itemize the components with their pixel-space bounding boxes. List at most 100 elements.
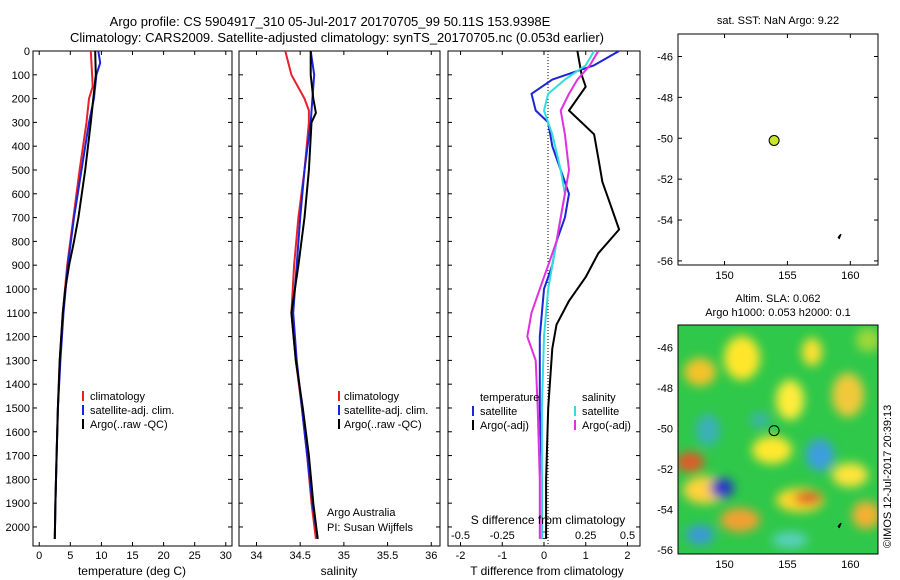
series-line <box>530 50 620 539</box>
y-tick-label: 1100 <box>6 308 30 320</box>
annotation-argo-australia: Argo Australia <box>327 507 396 519</box>
x-tick-label: 0 <box>541 550 547 562</box>
y-tick-label: -52 <box>657 174 673 186</box>
x-tick-label: 30 <box>220 550 232 562</box>
x-tick-label: 34.5 <box>289 550 310 562</box>
legend-label-climatology: climatology <box>90 391 146 403</box>
y-tick-label: -46 <box>657 342 673 354</box>
y-tick-label: 2000 <box>6 522 30 534</box>
legend-swatch-climatology <box>338 391 340 401</box>
y-tick-label: 1200 <box>6 332 30 344</box>
salinity-xlabel: salinity <box>321 564 358 578</box>
x-tick-label: 10 <box>95 550 107 562</box>
x-tick-label: 155 <box>778 270 796 282</box>
sst-map-ticks: 150 155 160 -46 -48 -50 -52 -54 -56 <box>657 34 878 282</box>
x-tick-label: 150 <box>715 270 733 282</box>
y-tick-label: 300 <box>12 117 30 129</box>
y-tick-label: 1800 <box>6 474 30 486</box>
legend-swatch-argo <box>82 419 84 429</box>
difference-legend: temperature satellite Argo(-adj) salinit… <box>472 392 631 432</box>
legend-label-t-argo: Argo(-adj) <box>480 420 529 432</box>
y-tick-label: 700 <box>12 213 30 225</box>
difference-t-xlabel: T difference from climatology <box>470 564 624 578</box>
y-tick-label: -54 <box>657 504 673 516</box>
x-tick-label: 160 <box>841 559 859 571</box>
s-tick-label: 0 <box>541 530 547 542</box>
sla-blob <box>752 436 792 464</box>
sla-heatmap <box>678 325 878 554</box>
s-tick-label: -0.25 <box>490 530 515 542</box>
y-tick-label: 400 <box>12 141 30 153</box>
salinity-plot-frame <box>238 50 441 547</box>
series-line <box>545 50 621 539</box>
x-tick-label: 155 <box>778 559 796 571</box>
y-tick-label: 1000 <box>6 284 30 296</box>
legend-swatch-argo <box>338 419 340 429</box>
map-speck <box>837 233 842 240</box>
x-tick-label: 1 <box>583 550 589 562</box>
x-tick-label: 15 <box>126 550 138 562</box>
sla-blob <box>696 414 720 446</box>
legend-swatch-climatology <box>82 391 84 401</box>
y-tick-label: 1600 <box>6 427 30 439</box>
salinity-legend: climatology satellite-adj. clim. Argo(..… <box>338 391 428 431</box>
y-tick-label: 1900 <box>6 498 30 510</box>
y-tick-label: 200 <box>12 94 30 106</box>
x-tick-label: -1 <box>497 550 507 562</box>
temperature-ticks: 0 5 10 15 20 25 300100200300400500600700800900… <box>6 46 232 562</box>
sla-map-marks <box>768 425 780 437</box>
x-tick-label: 36 <box>425 550 437 562</box>
temperature-xlabel: temperature (deg C) <box>78 564 186 578</box>
sst-map-marks <box>768 135 780 147</box>
legend-swatch-s-satellite <box>574 406 576 416</box>
y-tick-label: 1700 <box>6 451 30 463</box>
y-tick-label: 500 <box>12 165 30 177</box>
y-tick-label: -46 <box>657 51 673 63</box>
salinity-series <box>284 50 319 540</box>
legend-label-argo: Argo(..raw -QC) <box>344 419 422 431</box>
legend-label-t-satellite: satellite <box>480 406 517 418</box>
sla-map-ticks: 150 155 160 -46 -48 -50 -52 -54 -56 <box>657 325 878 571</box>
s-tick-label: 0.25 <box>575 530 596 542</box>
legend-swatch-satellite <box>82 405 84 415</box>
sla-blob <box>720 508 760 532</box>
sla-blob <box>710 478 734 498</box>
legend-label-argo: Argo(..raw -QC) <box>90 419 168 431</box>
sla-blob <box>772 532 808 548</box>
sla-blob <box>750 412 770 428</box>
x-tick-label: 150 <box>715 559 733 571</box>
difference-series <box>526 50 621 539</box>
series-line <box>53 50 102 539</box>
temperature-plot-frame <box>32 50 233 547</box>
imos-credit: ©IMOS 12-Jul-2017 20:39:13 <box>882 405 894 548</box>
sla-blob <box>832 463 868 487</box>
difference-s-xlabel: S difference from climatology <box>471 513 626 527</box>
salinity-ticks: 34 34.5 35 35.5 36 <box>239 50 440 562</box>
difference-ticks: -2 -1 0 1 2 -0.5 -0.25 0 0.25 0.5 <box>448 50 640 562</box>
y-tick-label: 100 <box>12 70 30 82</box>
y-tick-label: -50 <box>657 133 673 145</box>
series-line <box>290 51 319 540</box>
y-tick-label: -48 <box>657 383 673 395</box>
legend-label-satellite: satellite-adj. clim. <box>344 405 428 417</box>
sla-blob <box>856 328 878 352</box>
sla-map-title-2: Argo h1000: 0.053 h2000: 0.1 <box>705 307 851 319</box>
y-tick-label: 0 <box>24 46 30 58</box>
legend-label-s-argo: Argo(-adj) <box>582 420 631 432</box>
y-tick-label: -56 <box>657 545 673 557</box>
argo-position-marker <box>768 135 780 147</box>
x-tick-label: 35.5 <box>377 550 398 562</box>
title-line-2: Climatology: CARS2009. Satellite-adjuste… <box>70 30 604 45</box>
sla-blob <box>776 380 804 420</box>
legend-label-climatology: climatology <box>344 391 400 403</box>
x-tick-label: 5 <box>67 550 73 562</box>
x-tick-label: -2 <box>456 550 466 562</box>
sla-blob <box>724 336 760 380</box>
sla-blob <box>806 439 834 471</box>
y-tick-label: 1300 <box>6 355 30 367</box>
x-tick-label: 25 <box>189 550 201 562</box>
y-tick-label: -52 <box>657 464 673 476</box>
y-tick-label: 600 <box>12 189 30 201</box>
sla-map-title-1: Altim. SLA: 0.062 <box>736 293 821 305</box>
sla-blob <box>802 338 822 366</box>
